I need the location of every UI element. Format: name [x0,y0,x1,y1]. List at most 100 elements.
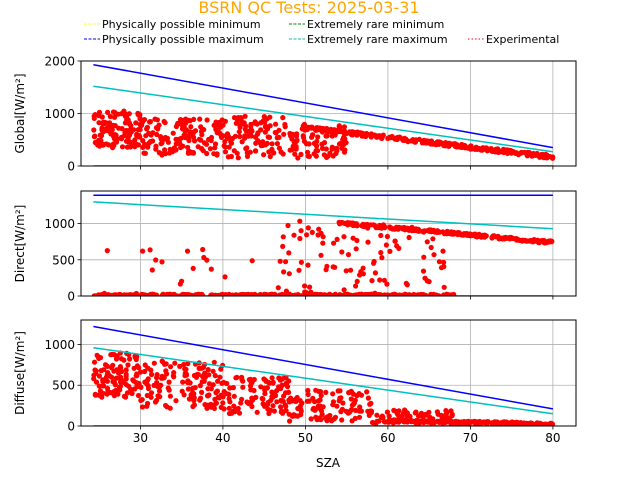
data-point [323,389,329,395]
data-point [440,248,446,254]
data-point [381,277,387,283]
data-point [267,153,273,160]
data-point [323,415,329,421]
data-point [92,367,98,373]
data-point [525,149,531,155]
data-point [353,246,359,252]
data-point [293,139,299,145]
data-point [336,219,342,225]
data-point [277,376,283,382]
data-point [212,141,219,147]
legend-label: Experimental [486,33,559,46]
data-point [220,133,226,139]
data-point [441,284,447,290]
data-point [334,148,340,154]
data-point [166,387,172,393]
data-point [111,114,118,120]
data-point [320,404,326,410]
data-point [203,141,210,147]
data-point [350,132,356,138]
data-point [211,292,217,296]
data-point [183,366,189,372]
data-point [345,252,352,258]
data-point [147,247,153,253]
data-point [362,222,368,228]
data-point [278,398,284,404]
legend-label: Physically possible maximum [102,33,264,46]
data-point [187,133,193,139]
data-point [306,153,312,159]
data-point [316,226,322,232]
data-point [124,390,131,396]
data-point [121,357,127,363]
data-point [332,414,339,420]
data-point [105,109,111,115]
data-point [309,229,315,235]
y-tick-label: 0 [67,160,75,174]
data-point [139,404,146,410]
data-point [289,147,295,153]
data-point [159,140,165,146]
data-point [249,403,255,410]
data-point [319,141,325,147]
data-point [293,133,300,139]
data-point [467,231,473,237]
x-tick-label: 30 [133,431,148,445]
data-point [280,234,286,240]
data-point [199,389,205,395]
data-point [441,259,447,265]
data-point [247,383,254,389]
data-point [103,374,109,380]
data-point [190,265,196,271]
data-point [253,140,259,146]
data-point [122,113,128,119]
data-point [113,356,120,362]
data-point [187,118,193,124]
data-point [428,244,434,251]
data-point [127,144,133,150]
data-point [277,258,283,264]
y-tick-label: 0 [67,290,75,304]
data-point [329,144,335,150]
data-point [351,400,357,406]
data-point [183,116,189,122]
data-point [366,412,372,418]
data-point [339,145,345,151]
data-point [298,228,304,234]
data-point [378,232,384,239]
data-point [217,374,223,380]
data-point [106,120,113,126]
data-point [270,379,276,385]
data-point [274,141,280,147]
data-point [170,130,176,136]
data-point [126,120,132,126]
data-point [182,134,188,141]
data-point [123,394,129,400]
data-point [100,383,106,389]
plot-area [91,194,555,296]
data-point [125,128,131,134]
data-point [413,409,419,415]
data-point [259,395,265,402]
data-point [241,120,247,126]
series-line-rare-max [93,201,553,230]
data-point [398,417,404,424]
data-point [386,413,392,419]
data-point [395,225,401,232]
data-point [105,388,111,394]
data-point [104,248,110,254]
data-point [177,363,183,369]
data-point [202,374,208,380]
data-point [242,133,248,139]
data-point [111,143,117,149]
data-point [159,259,165,265]
data-point [372,290,378,296]
data-point [473,232,479,238]
data-point [413,137,419,143]
data-point [365,395,371,401]
data-point [135,110,141,116]
data-point [477,421,483,426]
data-point [148,390,155,396]
data-point [163,368,169,374]
